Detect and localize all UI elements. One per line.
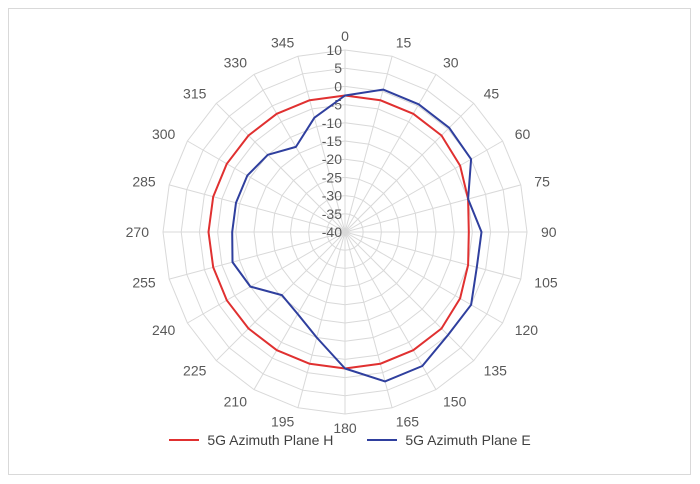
grid-spoke — [169, 231, 346, 280]
grid-spoke — [297, 56, 346, 233]
grid-spoke — [344, 184, 521, 233]
grid-spoke — [215, 102, 346, 233]
category-label: 210 — [224, 394, 248, 410]
grid-spoke — [344, 231, 437, 390]
legend-item-h: 5G Azimuth Plane H — [169, 432, 333, 448]
radial-tick-label: -25 — [322, 169, 342, 185]
category-label: 105 — [534, 275, 558, 291]
radial-tick-label: -30 — [322, 188, 342, 204]
chart-legend: 5G Azimuth Plane H 5G Azimuth Plane E — [0, 432, 700, 448]
legend-swatch-h — [169, 439, 200, 441]
radial-tick-label: -35 — [322, 206, 342, 222]
grid-spoke — [187, 140, 346, 233]
category-label: 165 — [396, 413, 420, 429]
category-label: 150 — [443, 394, 467, 410]
category-label: 270 — [126, 224, 150, 240]
grid-spoke — [253, 231, 346, 390]
grid-spoke — [215, 231, 346, 362]
category-label: 195 — [271, 413, 295, 429]
grid-spoke — [344, 231, 393, 408]
grid-spoke — [344, 74, 437, 233]
category-label: 225 — [183, 363, 207, 379]
series-lines — [207, 88, 483, 383]
category-label: 285 — [132, 173, 156, 189]
grid-spoke — [253, 74, 346, 233]
category-labels: 0 153045607590105120135150165180195210225… — [126, 28, 558, 436]
grid-spoke — [344, 56, 393, 233]
category-label: 315 — [183, 85, 207, 101]
category-label: 30 — [443, 54, 459, 70]
chart-frame — [8, 8, 691, 475]
grid-spoke — [344, 231, 521, 280]
legend-label-e: 5G Azimuth Plane E — [405, 432, 531, 448]
radial-tick-label: 0 — [334, 78, 342, 94]
category-label: 180 — [333, 420, 357, 436]
legend-swatch-e — [367, 439, 398, 441]
legend-item-e: 5G Azimuth Plane E — [367, 432, 531, 448]
series-line-e — [231, 88, 483, 383]
grid-spoke — [344, 231, 503, 324]
radial-tick-label: -15 — [322, 133, 342, 149]
grid-spoke — [297, 231, 346, 408]
category-label: 60 — [515, 126, 531, 142]
radar-spokes — [163, 50, 527, 414]
grid-spoke — [344, 140, 503, 233]
category-label: 240 — [152, 322, 176, 338]
grid-spoke — [344, 102, 475, 233]
category-label: 90 — [541, 224, 557, 240]
category-label: 255 — [132, 275, 156, 291]
grid-spoke — [187, 231, 346, 324]
category-label: 120 — [515, 322, 539, 338]
grid-spoke — [344, 231, 475, 362]
category-label: 45 — [484, 85, 500, 101]
category-label: 75 — [534, 173, 550, 189]
radial-tick-label: -20 — [322, 151, 342, 167]
category-label: 345 — [271, 35, 295, 51]
grid-spoke — [169, 184, 346, 233]
category-label: 0 — [341, 28, 349, 44]
radial-tick-label: 10 — [326, 42, 342, 58]
category-label: 300 — [152, 126, 176, 142]
radial-tick-label: -10 — [322, 115, 342, 131]
category-label: 135 — [484, 363, 508, 379]
radial-tick-label: 5 — [334, 60, 342, 76]
legend-label-h: 5G Azimuth Plane H — [207, 432, 334, 448]
radial-tick-label: -40 — [322, 224, 342, 240]
category-label: 15 — [396, 35, 412, 51]
category-label: 330 — [224, 54, 248, 70]
